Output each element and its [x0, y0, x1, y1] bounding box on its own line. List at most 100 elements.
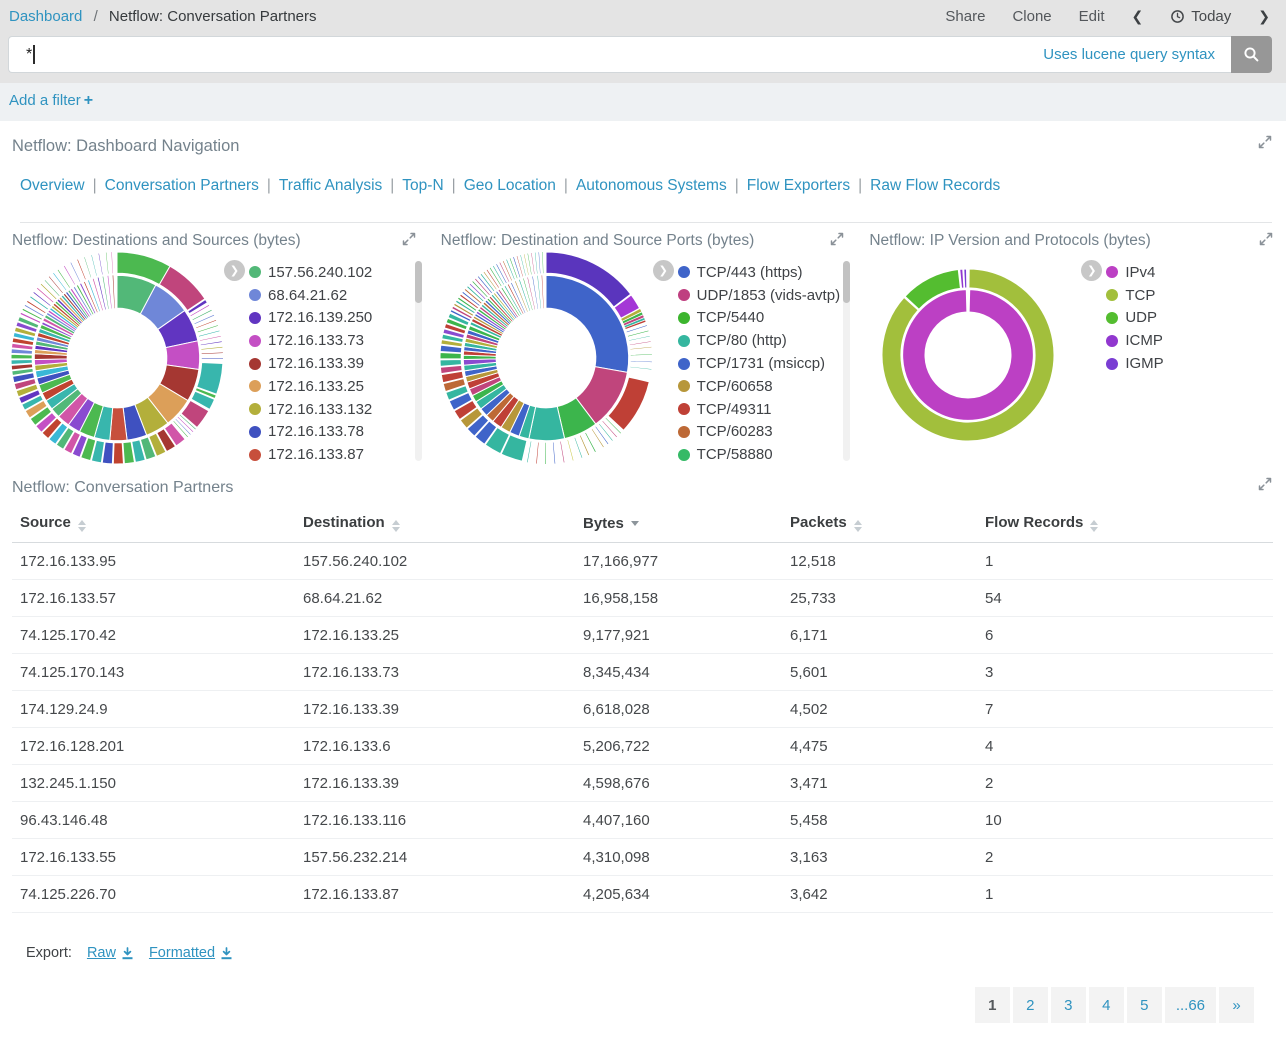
legend-item[interactable]: TCP [1106, 284, 1163, 307]
table-cell: 172.16.133.87 [295, 875, 575, 913]
legend-item[interactable]: UDP [1106, 307, 1163, 330]
add-filter-button[interactable]: Add a filter + [9, 92, 94, 109]
nav-link-raw-flow-records[interactable]: Raw Flow Records [870, 177, 1001, 194]
page-button-2[interactable]: 2 [1012, 987, 1048, 1023]
search-query-value: * [26, 45, 35, 64]
panel-title: Netflow: IP Version and Protocols (bytes… [869, 232, 1151, 249]
legend-item[interactable]: 172.16.133.25 [249, 375, 372, 398]
column-header-destination[interactable]: Destination [295, 510, 575, 543]
legend-toggle-button[interactable]: ❯ [652, 260, 674, 281]
nav-link-separator: | [266, 177, 271, 194]
legend-color-dot [677, 289, 690, 302]
scrollbar-thumb[interactable] [843, 261, 851, 303]
search-button[interactable] [1231, 36, 1272, 73]
legend-item[interactable]: TCP/80 (http) [677, 329, 840, 352]
nav-link-top-n[interactable]: Top-N [402, 177, 444, 194]
legend-label: TCP/60283 [696, 423, 773, 441]
legend-label: TCP/5440 [696, 309, 765, 327]
nav-link-autonomous-systems[interactable]: Autonomous Systems [575, 177, 727, 194]
topbar-action-clone[interactable]: Clone [1012, 8, 1052, 25]
nav-link-flow-exporters[interactable]: Flow Exporters [746, 177, 851, 194]
expand-panel-icon[interactable] [1259, 232, 1273, 250]
page-button-1[interactable]: 1 [974, 987, 1010, 1023]
sort-carets-icon [630, 520, 639, 526]
page-button-4[interactable]: 4 [1088, 987, 1124, 1023]
legend-item[interactable]: 157.56.240.102 [249, 261, 372, 284]
legend-item[interactable]: TCP/443 (https) [677, 261, 840, 284]
column-header-flow-records[interactable]: Flow Records [977, 510, 1273, 543]
search-icon [1244, 47, 1259, 62]
lucene-syntax-link[interactable]: Uses lucene query syntax [1043, 46, 1215, 63]
sunburst-chart[interactable] [439, 252, 652, 464]
legend-item[interactable]: IPv4 [1106, 261, 1163, 284]
legend-item[interactable]: TCP/60658 [677, 375, 840, 398]
legend-label: TCP/443 (https) [696, 263, 803, 281]
nav-link-conversation-partners[interactable]: Conversation Partners [104, 177, 259, 194]
legend-toggle-button[interactable]: ❯ [224, 260, 245, 281]
legend-color-dot [249, 311, 261, 324]
expand-panel-icon[interactable] [1258, 477, 1272, 495]
breadcrumb-dashboard-link[interactable]: Dashboard [9, 8, 83, 25]
legend-label: IPv4 [1125, 263, 1156, 281]
legend-item[interactable]: TCP/1731 (msiccp) [677, 352, 840, 375]
sunburst-chart[interactable] [11, 252, 223, 464]
legend-toggle-button[interactable]: ❯ [1081, 260, 1103, 281]
nav-link-traffic-analysis[interactable]: Traffic Analysis [278, 177, 383, 194]
legend-scrollbar[interactable] [414, 261, 422, 461]
scrollbar-thumb[interactable] [414, 261, 422, 303]
legend-color-dot [677, 266, 690, 279]
timepicker-button[interactable]: Today [1170, 8, 1231, 25]
chart-panel-ports: Netflow: Destination and Source Ports (b… [429, 223, 858, 465]
table-cell: 12,518 [782, 542, 977, 580]
legend-item[interactable]: 172.16.133.78 [249, 421, 372, 444]
topbar-action-edit[interactable]: Edit [1078, 8, 1105, 25]
legend-item[interactable]: TCP/5440 [677, 307, 840, 330]
legend-item[interactable]: 68.64.21.62 [249, 284, 372, 307]
search-input[interactable]: * Uses lucene query syntax [8, 36, 1231, 73]
table-cell: 3,471 [782, 764, 977, 802]
chart-panel-destinations-sources: Netflow: Destinations and Sources (bytes… [0, 223, 429, 465]
legend-item[interactable]: 172.16.133.132 [249, 398, 372, 421]
table-cell: 4,598,676 [575, 764, 782, 802]
expand-panel-icon[interactable] [830, 232, 844, 250]
time-prev-button[interactable]: ❮ [1131, 8, 1144, 24]
export-label: Export: [26, 945, 72, 961]
next-page-button[interactable]: » [1219, 987, 1254, 1023]
chart-legend: IPv4 TCP UDP ICMP IGMP [1106, 261, 1164, 375]
legend-item[interactable]: 172.16.133.39 [249, 352, 372, 375]
time-next-button[interactable]: ❯ [1258, 8, 1270, 24]
export-formatted-link[interactable]: Formatted [149, 945, 233, 961]
expand-panel-icon[interactable] [402, 232, 416, 250]
topbar-action-share[interactable]: Share [945, 8, 986, 25]
page-button-66[interactable]: ...66 [1164, 987, 1216, 1023]
legend-label: TCP/49311 [696, 400, 772, 418]
sort-caret-down [391, 527, 400, 532]
table-cell: 3,163 [782, 838, 977, 876]
legend-scrollbar[interactable] [843, 261, 851, 461]
legend-item[interactable]: ICMP [1106, 329, 1163, 352]
export-raw-link[interactable]: Raw [87, 945, 134, 961]
nav-link-separator: | [563, 177, 568, 194]
legend-item[interactable]: 172.16.139.250 [249, 307, 372, 330]
legend-item[interactable]: TCP/58880 [677, 443, 840, 466]
page-button-3[interactable]: 3 [1050, 987, 1086, 1023]
table-cell: 25,733 [782, 579, 977, 617]
column-header-source[interactable]: Source [12, 510, 295, 543]
donut-chart[interactable] [882, 269, 1055, 441]
table-cell: 4,205,634 [575, 875, 782, 913]
page-button-5[interactable]: 5 [1126, 987, 1162, 1023]
legend-item[interactable]: IGMP [1106, 352, 1164, 375]
column-header-bytes[interactable]: Bytes [575, 510, 782, 543]
nav-link-overview[interactable]: Overview [20, 177, 85, 194]
legend-item[interactable]: TCP/49311 [677, 398, 840, 421]
column-header-packets[interactable]: Packets [782, 510, 977, 543]
expand-panel-icon[interactable] [1258, 135, 1272, 153]
table-row: 96.43.146.48 172.16.133.116 4,407,160 5,458… [12, 801, 1273, 839]
nav-link-geo-location[interactable]: Geo Location [463, 177, 556, 194]
legend-item[interactable]: 172.16.133.87 [249, 443, 372, 466]
table-cell: 6,618,028 [575, 690, 782, 728]
legend-item[interactable]: UDP/1853 (vids-avtp) [677, 284, 840, 307]
legend-item[interactable]: 172.16.133.73 [249, 329, 372, 352]
column-label: Packets [790, 514, 847, 531]
legend-item[interactable]: TCP/60283 [677, 421, 840, 444]
